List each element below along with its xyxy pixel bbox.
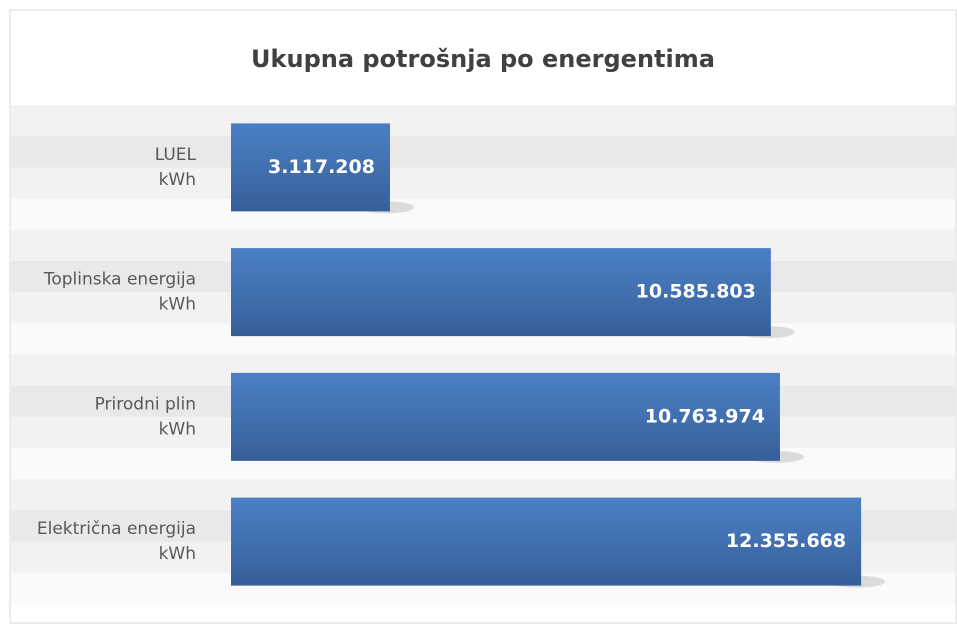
chart-title: Ukupna potrošnja po energentima [251, 45, 715, 73]
y-tick-label: kWh [159, 419, 196, 439]
y-tick-label: kWh [159, 170, 196, 190]
data-label: 3.117.208 [268, 156, 375, 178]
bar [231, 248, 771, 337]
stripe [11, 167, 955, 200]
data-label: 12.355.668 [726, 530, 846, 552]
y-tick-label: kWh [159, 544, 196, 564]
background-stripes [11, 105, 955, 605]
y-tick-label: Prirodni plin [95, 394, 196, 414]
y-tick-label: kWh [159, 295, 196, 315]
stripe [11, 105, 955, 137]
y-tick-label: Električna energija [37, 519, 196, 539]
data-label: 10.763.974 [645, 405, 765, 427]
bar [231, 372, 780, 461]
bar [231, 497, 862, 586]
data-label: 10.585.803 [636, 281, 756, 303]
stripe [11, 198, 955, 231]
y-tick-label: LUEL [155, 145, 197, 165]
stripe [11, 136, 955, 168]
bar [231, 123, 390, 212]
y-tick-label: Toplinska energija [43, 270, 196, 290]
